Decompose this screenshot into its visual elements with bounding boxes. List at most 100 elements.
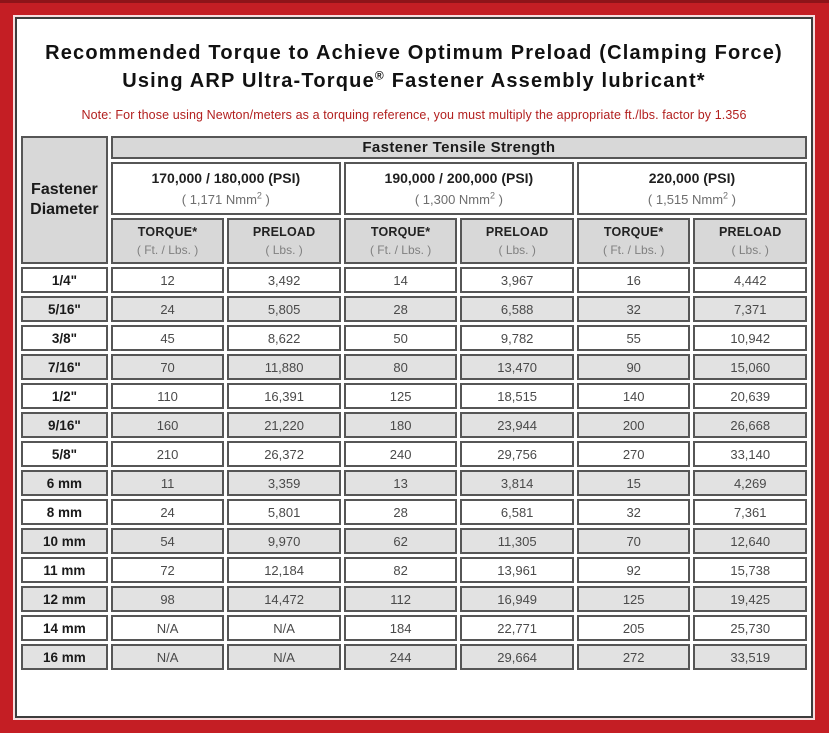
preload-value-cell: 5,805 [227,296,341,322]
preload-value-cell: N/A [227,644,341,670]
torque-value-cell: 55 [576,325,691,351]
preload-value-cell: 9,782 [460,325,574,351]
preload-value-cell: 11,880 [227,354,341,380]
torque-value-cell: 125 [576,586,691,612]
preload-value-cell: 8,622 [227,325,341,351]
fastener-diameter-cell: 16 mm [21,644,108,670]
preload-value-cell: 10,942 [693,325,807,351]
table-row: 9/16" 160 21,220 180 23,944 200 26,668 [21,412,807,438]
preload-value-cell: 29,664 [460,644,574,670]
torque-value-cell: 14 [343,267,458,293]
preload-value-cell: 19,425 [693,586,807,612]
torque-spec-table: Fastener Diameter Fastener Tensile Stren… [18,133,810,673]
title-line-2-text: Using ARP Ultra-Torque [122,70,375,92]
torque-value-cell: 24 [110,499,225,525]
preload-value-cell: 9,970 [227,528,341,554]
table-row: 5/16" 24 5,805 28 6,588 32 7,371 [21,296,807,322]
torque-value-cell: 240 [343,441,458,467]
torque-value-cell: 70 [576,528,691,554]
preload-value-cell: 21,220 [227,412,341,438]
table-row: 7/16" 70 11,880 80 13,470 90 15,060 [21,354,807,380]
torque-value-cell: 32 [576,296,691,322]
title-line-2-suffix: Fastener Assembly lubricant* [384,70,706,92]
fastener-diameter-cell: 5/16" [21,296,108,322]
title-line-2: Using ARP Ultra-Torque® Fastener Assembl… [18,67,810,95]
psi-header-row: 170,000 / 180,000 (PSI) ( 1,171 Nmm2 ) 1… [21,162,807,215]
preload-value-cell: 7,361 [693,499,807,525]
preload-column-header: PRELOAD ( Lbs. ) [460,218,574,264]
nmm-label: ( 1,171 Nmm2 ) [181,190,270,207]
fastener-diameter-cell: 14 mm [21,615,108,641]
superscript-2: 2 [723,190,729,201]
torque-preload-header-row: TORQUE* ( Ft. / Lbs. ) PRELOAD ( Lbs. ) … [21,218,807,264]
torque-value-cell: 180 [343,412,458,438]
table-row: 10 mm 54 9,970 62 11,305 70 12,640 [21,528,807,554]
torque-value-cell: 45 [110,325,225,351]
torque-value-cell: N/A [110,644,225,670]
fastener-diameter-cell: 7/16" [21,354,108,380]
preload-value-cell: 3,967 [460,267,574,293]
tensile-strength-header-row: Fastener Diameter Fastener Tensile Stren… [21,136,807,264]
preload-value-cell: 16,949 [460,586,574,612]
fastener-diameter-header-line1: Fastener [31,181,98,198]
preload-column-header: PRELOAD ( Lbs. ) [227,218,341,264]
preload-value-cell: 20,639 [693,383,807,409]
fastener-diameter-cell: 1/2" [21,383,108,409]
torque-value-cell: 70 [110,354,225,380]
torque-value-cell: 54 [110,528,225,554]
preload-value-cell: 6,581 [460,499,574,525]
preload-value-cell: N/A [227,615,341,641]
fastener-diameter-cell: 1/4" [21,267,108,293]
torque-value-cell: 11 [110,470,225,496]
psi-label: 220,000 (PSI) [648,170,736,186]
torque-value-cell: 32 [576,499,691,525]
fastener-diameter-cell: 9/16" [21,412,108,438]
torque-column-header: TORQUE* ( Ft. / Lbs. ) [343,218,458,264]
torque-value-cell: 244 [343,644,458,670]
table-row: 1/4" 12 3,492 14 3,967 16 4,442 [21,267,807,293]
fastener-diameter-cell: 6 mm [21,470,108,496]
strength-group-220: 220,000 (PSI) ( 1,515 Nmm2 ) [576,162,807,215]
torque-value-cell: 15 [576,470,691,496]
preload-value-cell: 15,060 [693,354,807,380]
torque-value-cell: 184 [343,615,458,641]
preload-value-cell: 33,140 [693,441,807,467]
superscript-2: 2 [256,190,262,201]
preload-value-cell: 4,269 [693,470,807,496]
torque-value-cell: 62 [343,528,458,554]
torque-value-cell: 13 [343,470,458,496]
preload-value-cell: 16,391 [227,383,341,409]
preload-value-cell: 15,738 [693,557,807,583]
torque-value-cell: 112 [343,586,458,612]
torque-value-cell: 72 [110,557,225,583]
table-body: 1/4" 12 3,492 14 3,967 16 4,442 5/16" 24 5,805 28 6… [21,267,807,670]
torque-value-cell: 125 [343,383,458,409]
preload-value-cell: 5,801 [227,499,341,525]
torque-value-cell: 210 [110,441,225,467]
preload-value-cell: 12,184 [227,557,341,583]
torque-value-cell: N/A [110,615,225,641]
torque-value-cell: 90 [576,354,691,380]
preload-value-cell: 3,492 [227,267,341,293]
torque-value-cell: 28 [343,499,458,525]
nmm-label: ( 1,515 Nmm2 ) [647,190,737,207]
preload-value-cell: 7,371 [693,296,807,322]
torque-column-header: TORQUE* ( Ft. / Lbs. ) [576,218,691,264]
torque-column-header: TORQUE* ( Ft. / Lbs. ) [110,218,225,264]
preload-value-cell: 13,961 [460,557,574,583]
tensile-strength-header: Fastener Tensile Strength [110,136,807,159]
fastener-diameter-cell: 8 mm [21,499,108,525]
preload-value-cell: 6,588 [460,296,574,322]
torque-value-cell: 12 [110,267,225,293]
title-line-1: Recommended Torque to Achieve Optimum Pr… [45,42,783,64]
torque-value-cell: 50 [343,325,458,351]
table-row: 5/8" 210 26,372 240 29,756 270 33,140 [21,441,807,467]
preload-value-cell: 18,515 [460,383,574,409]
table-row: 12 mm 98 14,472 112 16,949 125 19,425 [21,586,807,612]
preload-value-cell: 22,771 [460,615,574,641]
torque-value-cell: 98 [110,586,225,612]
superscript-2: 2 [489,190,495,201]
fastener-diameter-cell: 10 mm [21,528,108,554]
nmm-label: ( 1,300 Nmm2 ) [414,190,503,207]
